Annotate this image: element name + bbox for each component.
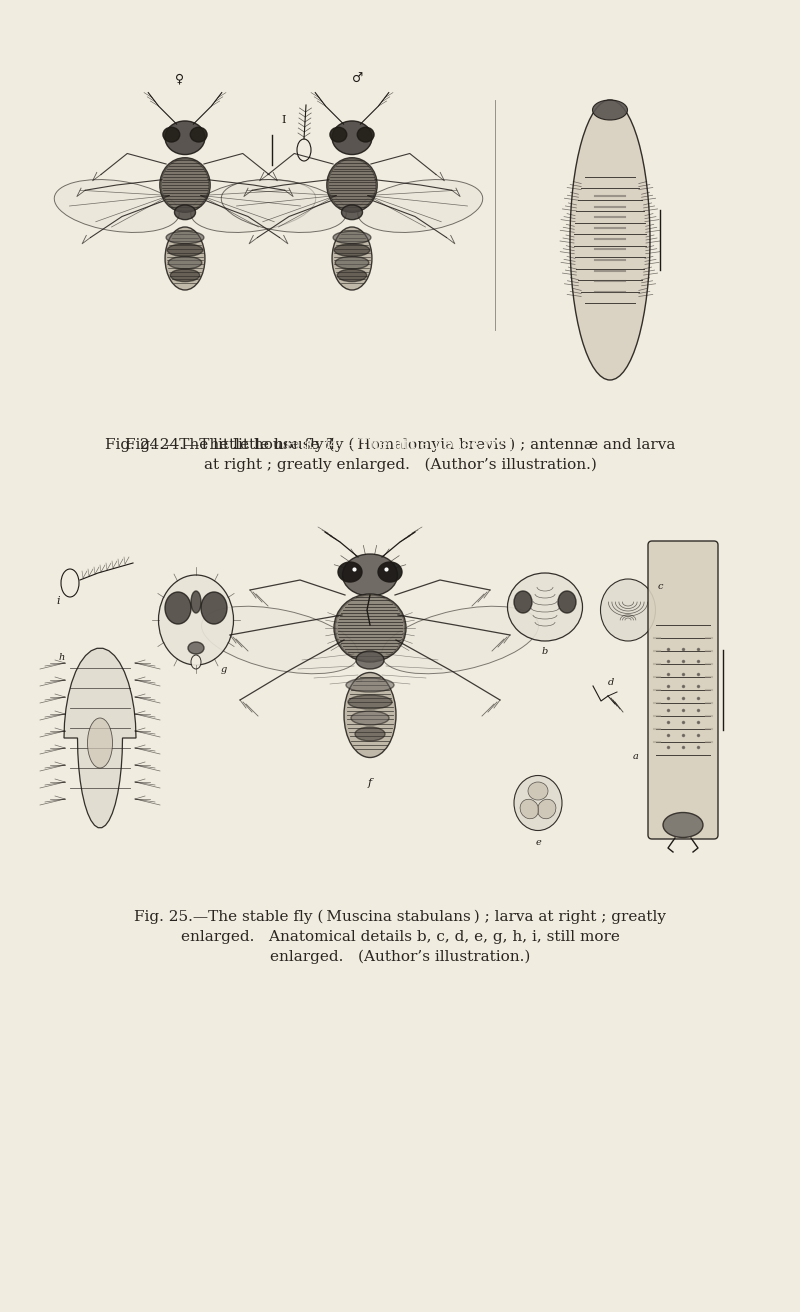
Ellipse shape: [222, 180, 346, 232]
Ellipse shape: [165, 592, 191, 625]
Ellipse shape: [328, 159, 376, 211]
Text: d: d: [608, 678, 614, 687]
Ellipse shape: [358, 127, 374, 142]
Ellipse shape: [346, 678, 394, 691]
Ellipse shape: [165, 227, 205, 290]
Polygon shape: [64, 648, 136, 828]
Ellipse shape: [601, 579, 655, 642]
Ellipse shape: [382, 606, 538, 674]
Ellipse shape: [378, 562, 402, 583]
Ellipse shape: [348, 695, 392, 708]
Ellipse shape: [334, 594, 406, 663]
Ellipse shape: [168, 256, 202, 269]
Ellipse shape: [335, 596, 405, 661]
Ellipse shape: [190, 180, 316, 232]
Ellipse shape: [334, 244, 370, 256]
Ellipse shape: [338, 269, 366, 282]
Ellipse shape: [54, 180, 179, 232]
Ellipse shape: [528, 782, 548, 800]
Ellipse shape: [190, 127, 207, 142]
Ellipse shape: [344, 673, 396, 757]
Ellipse shape: [87, 718, 113, 768]
Ellipse shape: [342, 554, 398, 596]
Ellipse shape: [158, 575, 234, 665]
Ellipse shape: [201, 592, 227, 625]
Text: ♀: ♀: [175, 72, 184, 85]
Ellipse shape: [188, 642, 204, 653]
Text: Fig. 24.—The little house fly (Homalomyia brevis) ; antennæ and larva: Fig. 24.—The little house fly (Homalomyi…: [105, 438, 650, 453]
Ellipse shape: [191, 655, 201, 669]
Text: Fig. 24.—The little house fly (: Fig. 24.—The little house fly (: [105, 438, 334, 453]
Ellipse shape: [163, 127, 180, 142]
Text: a: a: [633, 752, 639, 761]
Ellipse shape: [332, 227, 372, 290]
Ellipse shape: [338, 562, 362, 583]
Ellipse shape: [351, 711, 389, 726]
Ellipse shape: [202, 606, 358, 674]
Ellipse shape: [165, 121, 205, 155]
Ellipse shape: [663, 812, 703, 837]
Ellipse shape: [166, 231, 204, 244]
Ellipse shape: [167, 244, 203, 256]
Ellipse shape: [520, 799, 538, 819]
Ellipse shape: [356, 651, 384, 669]
Ellipse shape: [514, 775, 562, 830]
Ellipse shape: [507, 573, 582, 642]
Ellipse shape: [174, 205, 195, 219]
Text: e: e: [535, 838, 541, 848]
Ellipse shape: [330, 127, 346, 142]
Ellipse shape: [358, 180, 482, 232]
Ellipse shape: [333, 231, 371, 244]
Ellipse shape: [593, 100, 627, 119]
Ellipse shape: [327, 157, 378, 213]
Ellipse shape: [335, 256, 369, 269]
Ellipse shape: [160, 157, 210, 213]
Text: Fig. 24.—The little house fly ( Homalomyia brevis ) ; antennæ and larva: Fig. 24.—The little house fly ( Homalomy…: [125, 438, 675, 453]
Text: at right ; greatly enlarged.   (Author’s illustration.): at right ; greatly enlarged. (Author’s i…: [203, 458, 597, 472]
Text: b: b: [542, 647, 548, 656]
Text: h: h: [59, 653, 65, 663]
Text: Fig. 24.—The little house fly (: Fig. 24.—The little house fly (: [286, 438, 514, 453]
Text: g: g: [221, 665, 227, 674]
Ellipse shape: [342, 205, 362, 219]
Ellipse shape: [332, 121, 372, 155]
Ellipse shape: [61, 569, 79, 597]
Ellipse shape: [355, 727, 385, 741]
Ellipse shape: [170, 269, 200, 282]
Text: i: i: [56, 596, 60, 606]
Ellipse shape: [161, 159, 209, 211]
Text: ♂: ♂: [352, 72, 363, 85]
Text: Fig. 25.—The stable fly ( Muscina stabulans ) ; larva at right ; greatly: Fig. 25.—The stable fly ( Muscina stabul…: [134, 911, 666, 925]
Ellipse shape: [570, 100, 650, 380]
Text: I: I: [282, 115, 286, 125]
Text: enlarged.   (Author’s illustration.): enlarged. (Author’s illustration.): [270, 950, 530, 964]
FancyBboxPatch shape: [648, 541, 718, 838]
Ellipse shape: [514, 590, 532, 613]
Ellipse shape: [558, 590, 576, 613]
Text: f: f: [368, 778, 372, 789]
Text: c: c: [658, 583, 662, 590]
Ellipse shape: [297, 139, 311, 161]
Ellipse shape: [538, 799, 556, 819]
Ellipse shape: [191, 590, 201, 613]
Text: enlarged.   Anatomical details b, c, d, e, g, h, i, still more: enlarged. Anatomical details b, c, d, e,…: [181, 930, 619, 945]
